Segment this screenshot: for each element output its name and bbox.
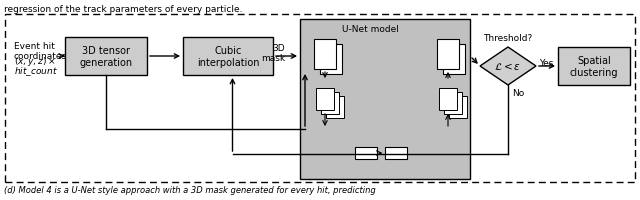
Polygon shape [314,40,336,70]
Bar [300,20,470,179]
Text: regression of the track parameters of every particle.: regression of the track parameters of ev… [4,5,243,14]
Text: Cubic
interpolation: Cubic interpolation [196,46,259,67]
Bar [558,48,630,86]
Polygon shape [480,48,536,86]
Polygon shape [443,45,465,75]
Polygon shape [437,40,459,70]
Polygon shape [326,97,344,118]
Text: 3D tensor
generation: 3D tensor generation [79,46,132,67]
Text: (d) Model 4 is a U-Net style approach with a 3D mask generated for every hit, pr: (d) Model 4 is a U-Net style approach wi… [4,185,376,194]
Text: U-Net model: U-Net model [342,25,399,34]
Text: Threshold?: Threshold? [483,34,532,43]
Text: 3D
mask: 3D mask [261,44,285,63]
Polygon shape [316,89,334,110]
Bar [65,38,147,76]
Text: $\mathcal{L} < \epsilon$: $\mathcal{L} < \epsilon$ [495,61,522,72]
Text: Event hit
coordinates: Event hit coordinates [14,42,67,61]
Text: Yes: Yes [539,58,554,67]
Text: No: No [512,89,524,98]
Bar [5,15,635,182]
Text: Spatial
clustering: Spatial clustering [570,56,618,77]
Polygon shape [444,93,462,114]
Polygon shape [320,45,342,75]
Polygon shape [449,97,467,118]
Bar [183,38,273,76]
Bar [355,147,377,159]
Bar [385,147,407,159]
Text: $(x,y,z)\times$: $(x,y,z)\times$ [14,55,56,68]
Text: $hit\_count$: $hit\_count$ [14,65,58,78]
Polygon shape [321,93,339,114]
Polygon shape [439,89,457,110]
